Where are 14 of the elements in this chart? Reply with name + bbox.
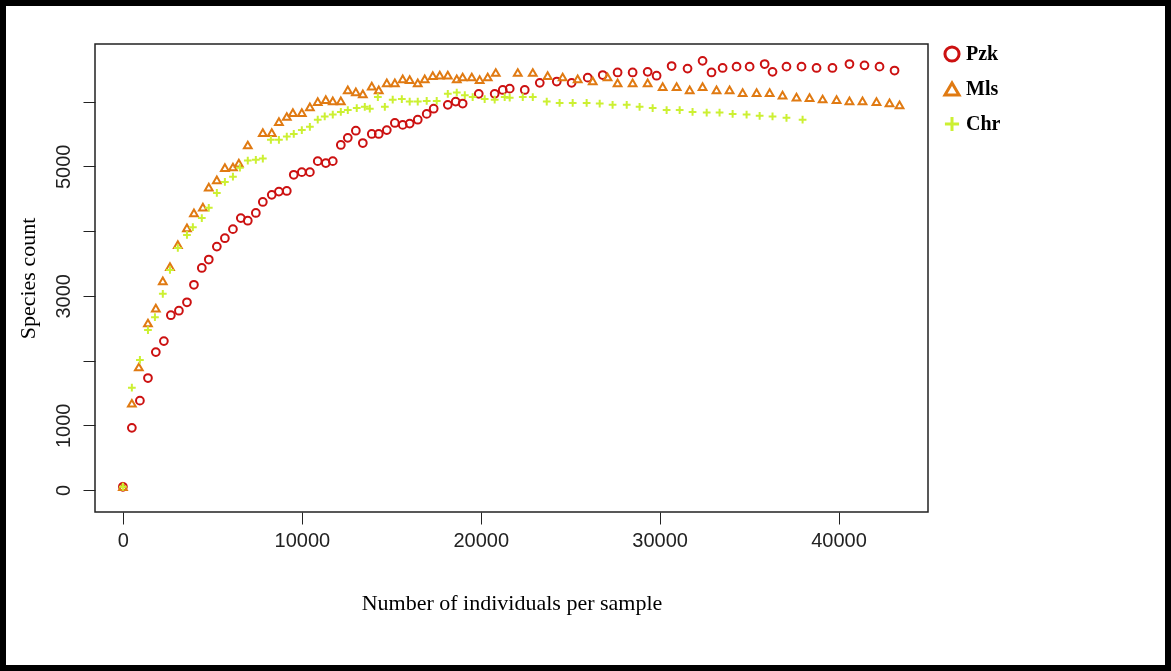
legend-label: Pzk (966, 42, 1000, 64)
x-tick-label: 40000 (811, 528, 867, 551)
x-tick-label: 0 (117, 528, 129, 551)
x-tick-label: 20000 (453, 528, 510, 551)
x-tick-label: 10000 (274, 528, 331, 551)
y-tick-label: 3000 (51, 274, 74, 319)
y-tick-label: 0 (51, 484, 74, 497)
legend-label: Chr (966, 112, 1001, 134)
legend-label: Mls (966, 77, 999, 99)
x-tick-label: 30000 (632, 528, 688, 551)
x-axis-title: Number of individuals per sample (361, 589, 663, 615)
y-tick-label: 1000 (51, 403, 74, 449)
y-tick-label: 5000 (51, 144, 74, 190)
y-axis-title: Species count (14, 217, 40, 340)
